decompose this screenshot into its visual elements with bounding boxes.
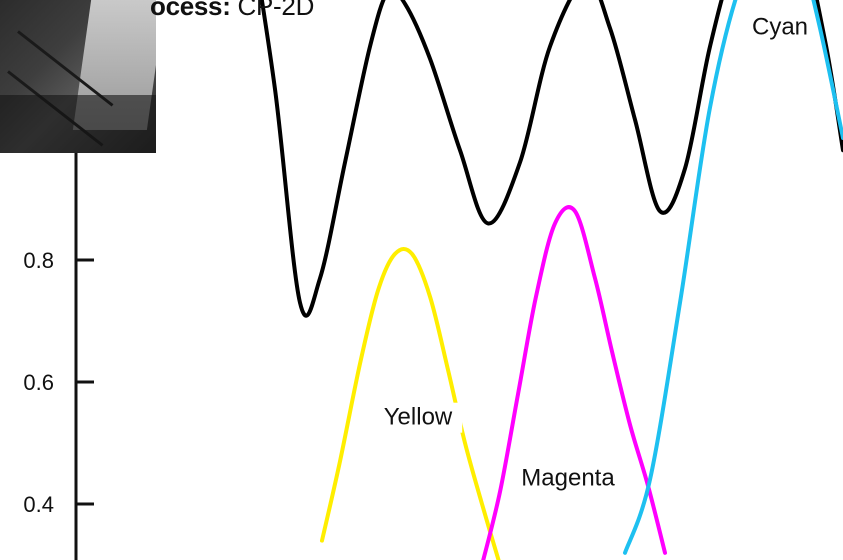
curves — [259, 0, 843, 560]
y-tick-label: 0.8 — [23, 248, 54, 273]
y-tick-label: 0.4 — [23, 492, 54, 517]
curve-labels: Visual NeutralCyanYellowMagenta — [373, 12, 812, 494]
process-value: CP-2D — [237, 0, 315, 21]
curve-yellow — [320, 246, 501, 560]
curve-label-background — [517, 463, 619, 494]
process-label: ocess: — [150, 0, 231, 21]
curve-label-background — [748, 12, 812, 43]
y-tick-label: 0.6 — [23, 370, 54, 395]
curve-label: Cyan — [752, 13, 808, 40]
staircase-photo-icon — [0, 0, 156, 153]
y-axis: 0.8 0.6 0.4 — [23, 150, 94, 560]
curve-label: Magenta — [521, 465, 615, 492]
photo-shadow — [0, 95, 156, 153]
curve-label-background — [373, 402, 463, 433]
process-header: ocess: CP-2D — [150, 0, 314, 22]
curve-visual-neutral — [259, 0, 843, 318]
curve-magenta — [481, 205, 667, 560]
curve-cyan — [623, 0, 843, 555]
curve-label: Yellow — [384, 404, 453, 431]
